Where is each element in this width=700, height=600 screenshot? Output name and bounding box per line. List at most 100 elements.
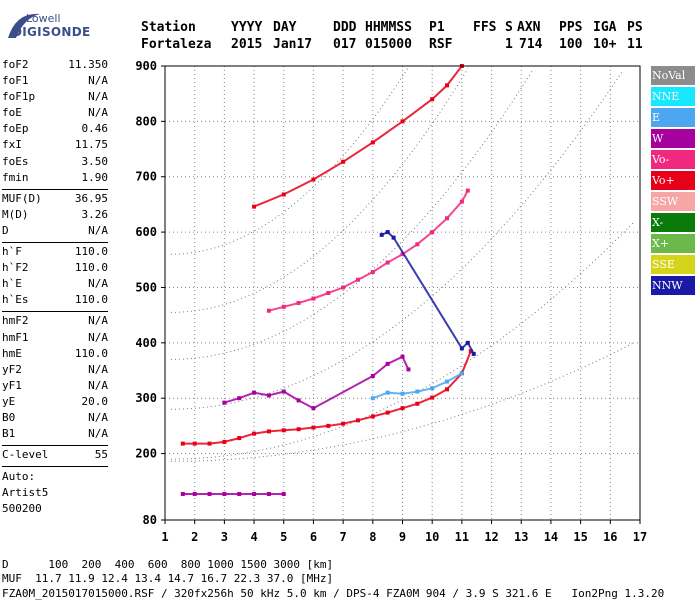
- param-label: B1: [2, 427, 16, 441]
- header-label-5: P1: [429, 20, 445, 35]
- header-label-8: AXN: [517, 20, 541, 35]
- param-value: 36.95: [74, 191, 108, 205]
- params-group-muf: MUF(D) 36.95 M(D) 3.26 D N/A: [2, 192, 108, 240]
- series-1: [266, 188, 470, 313]
- header-label-3: DDD: [333, 20, 357, 35]
- params-divider: [2, 445, 108, 447]
- param-label: fxI: [2, 138, 22, 152]
- param-row-yf1: yF1 N/A: [2, 379, 108, 395]
- header-label-1: YYYY: [231, 20, 263, 35]
- param-label: h`Es: [2, 293, 29, 307]
- param-value: N/A: [88, 277, 108, 291]
- series-4: [222, 354, 411, 411]
- x-tick-label: 16: [603, 530, 617, 544]
- x-tick-label: 8: [369, 530, 376, 544]
- header-value-6: 1: [505, 37, 513, 52]
- x-tick-label: 10: [425, 530, 439, 544]
- param-row-hf2: h`F2 110.0: [2, 261, 108, 277]
- header-label-11: PS: [627, 20, 643, 35]
- data-point: [252, 204, 257, 209]
- logo-text-top: Lowell: [26, 12, 61, 25]
- autoscaler-name: Artist5: [2, 486, 49, 500]
- y-tick-label: 700: [135, 170, 157, 184]
- y-tick-label: 900: [135, 59, 157, 73]
- param-value: N/A: [88, 74, 108, 88]
- legend-item-x: X+: [651, 234, 695, 253]
- legend-item-nnw: NNW: [651, 276, 695, 295]
- legend-item-e: E: [651, 108, 695, 127]
- param-value: 110.0: [74, 293, 108, 307]
- params-group-critical: foF2 11.350 foF1 N/A foF1p N/A foE N/A foEp 0.46 f…: [2, 58, 108, 187]
- series-0: [180, 349, 473, 446]
- scaled-parameters-panel: foF2 11.350 foF1 N/A foF1p N/A foE N/A foEp 0.46 f…: [2, 58, 108, 517]
- params-divider: [2, 466, 108, 468]
- param-value: 11.75: [74, 138, 108, 152]
- y-tick-label: 300: [135, 391, 157, 405]
- x-tick-label: 3: [221, 530, 228, 544]
- logo-text-bottom: DIGISONDE: [12, 25, 91, 39]
- series-5: [370, 371, 464, 401]
- param-value: 110.0: [74, 261, 108, 275]
- header-value-2: Jan17: [273, 37, 313, 52]
- header-value-4: 015000: [365, 37, 412, 52]
- param-label: fmin: [2, 170, 29, 184]
- footer-muf-row: MUF 11.7 11.9 12.4 13.4 14.7 16.7 22.3 3…: [2, 572, 334, 585]
- auto-label: Auto:: [2, 470, 36, 484]
- digisonde-logo: [6, 8, 62, 42]
- param-row-foe: foE N/A: [2, 106, 108, 122]
- header-label-10: IGA: [593, 20, 617, 35]
- param-label: hmF2: [2, 314, 29, 328]
- param-label: foE: [2, 106, 22, 120]
- param-label: MUF(D): [2, 191, 42, 205]
- param-value: 110.0: [74, 245, 108, 259]
- legend-item-vo: Vo-: [651, 150, 695, 169]
- param-label: hmF1: [2, 330, 29, 344]
- header-label-7: S: [505, 20, 513, 35]
- header-label-6: FFS: [473, 20, 497, 35]
- params-group-heights: h`F 110.0 h`F2 110.0 h`E N/A h`Es 110.0: [2, 245, 108, 309]
- param-label: yF2: [2, 362, 22, 376]
- data-point: [222, 400, 227, 405]
- param-value: 3.26: [81, 207, 109, 221]
- header-value-0: Fortaleza: [141, 37, 212, 52]
- param-label: yF1: [2, 378, 22, 392]
- y-tick-label: 500: [135, 280, 157, 294]
- distance-curve: [170, 66, 409, 255]
- y-tick-label: 200: [135, 447, 157, 461]
- param-row-foep: foEp 0.46: [2, 122, 108, 138]
- param-row-hmf2: hmF2 N/A: [2, 314, 108, 330]
- param-label: M(D): [2, 207, 29, 221]
- param-value: 3.50: [81, 154, 109, 168]
- param-row-fxi: fxI 11.75: [2, 138, 108, 154]
- param-row-b0: B0 N/A: [2, 411, 108, 427]
- footer-distance-row: D 100 200 400 600 800 1000 1500 3000 [km…: [2, 558, 334, 571]
- param-label: foF2: [2, 58, 29, 71]
- param-row-d: D N/A: [2, 224, 108, 240]
- header-value-1: 2015: [231, 37, 263, 52]
- series-line: [224, 355, 410, 410]
- param-label: h`E: [2, 277, 22, 291]
- y-tick-label: 800: [135, 114, 157, 128]
- header-value-7: 714: [519, 37, 543, 52]
- param-row-hes: h`Es 110.0: [2, 293, 108, 309]
- legend-item-noval: NoVal: [651, 66, 695, 85]
- x-tick-label: 12: [484, 530, 498, 544]
- param-row-hme: hmE 110.0: [2, 347, 108, 363]
- chart-series: [180, 64, 476, 496]
- param-row-foes: foEs 3.50: [2, 155, 108, 171]
- param-value: 55: [94, 448, 108, 462]
- y-tick-label: 80: [143, 513, 157, 527]
- param-value: N/A: [88, 330, 108, 344]
- series-line: [268, 190, 469, 312]
- x-tick-label: 2: [191, 530, 198, 544]
- param-row-b1: B1 N/A: [2, 427, 108, 443]
- param-value: 1.90: [81, 170, 109, 184]
- param-value: 110.0: [74, 346, 108, 360]
- param-row-mufd: MUF(D) 36.95: [2, 192, 108, 208]
- param-label: yE: [2, 394, 16, 408]
- param-row-ye: yE 20.0: [2, 395, 108, 411]
- param-row-he: h`E N/A: [2, 277, 108, 293]
- param-row-yf2: yF2 N/A: [2, 363, 108, 379]
- x-tick-label: 15: [573, 530, 587, 544]
